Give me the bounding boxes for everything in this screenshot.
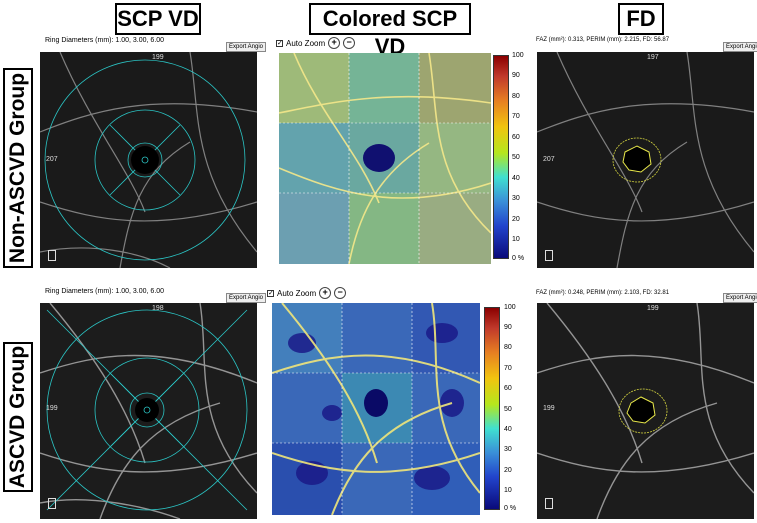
tick-label: 40 — [504, 426, 512, 433]
tick-label: 60 — [504, 385, 512, 392]
fd-image: 199 199 — [537, 303, 754, 519]
checkbox-icon[interactable]: ✓ — [267, 289, 274, 297]
scale-icon — [545, 498, 553, 509]
sector-top-value: 199 — [152, 54, 164, 61]
colored-scp-vd-image — [279, 53, 491, 264]
faz-stats-text: FAZ (mm²): 0.313, PERIM (mm): 2.215, FD:… — [536, 37, 670, 43]
auto-zoom-control: ✓ Auto Zoom + − — [276, 37, 356, 49]
sector-left-value: 199 — [46, 405, 58, 412]
tick-label: 50 — [512, 154, 520, 161]
colored-density-map — [279, 53, 491, 264]
tick-label: 20 — [504, 467, 512, 474]
colored-scp-vd-image — [272, 303, 480, 515]
sector-left-value: 199 — [543, 405, 555, 412]
auto-zoom-label: Auto Zoom — [286, 38, 326, 48]
scp-vd-image: 199 207 — [40, 52, 257, 268]
group-label-non-ascvd: Non-ASCVD Group — [3, 68, 33, 268]
tick-label: 0 % — [504, 505, 517, 512]
tick-label: 30 — [512, 195, 520, 202]
sector-top-value: 198 — [152, 305, 164, 312]
tick-label: 80 — [512, 93, 520, 100]
auto-zoom-label: Auto Zoom — [277, 288, 317, 298]
fd-faz-overlay — [537, 303, 754, 519]
export-angio-button[interactable]: Export Angio — [723, 293, 757, 303]
checkbox-icon[interactable]: ✓ — [276, 39, 283, 47]
zoom-out-icon[interactable]: − — [334, 287, 347, 299]
tick-label: 0 % — [512, 255, 525, 262]
tick-label: 70 — [512, 113, 520, 120]
sector-top-value: 197 — [647, 54, 659, 61]
tick-label: 100 — [512, 52, 524, 59]
export-angio-button[interactable]: Export Angio — [723, 42, 757, 52]
tick-label: 70 — [504, 365, 512, 372]
tick-label: 60 — [512, 134, 520, 141]
fd-faz-overlay — [537, 52, 754, 268]
group-label-text: ASCVD Group — [6, 345, 29, 489]
tick-label: 10 — [512, 236, 520, 243]
group-label-text: Non-ASCVD Group — [6, 72, 29, 264]
tick-label: 100 — [504, 304, 516, 311]
sector-left-value: 207 — [46, 156, 58, 163]
density-colorbar — [484, 307, 500, 510]
tick-label: 40 — [512, 175, 520, 182]
sector-left-value: 207 — [543, 156, 555, 163]
header-scp-vd: SCP VD — [115, 3, 201, 35]
tick-label: 30 — [504, 446, 512, 453]
ring-diameters-text: Ring Diameters (mm): 1.00, 3.00, 6.00 — [45, 37, 165, 44]
angio-rings-overlay — [40, 303, 257, 519]
tick-label: 90 — [512, 72, 520, 79]
auto-zoom-control: ✓ Auto Zoom + − — [267, 287, 347, 299]
fd-image: 197 207 — [537, 52, 754, 268]
zoom-out-icon[interactable]: − — [343, 37, 356, 49]
scale-icon — [48, 498, 56, 509]
group-label-ascvd: ASCVD Group — [3, 342, 33, 492]
faz-stats-text: FAZ (mm²): 0.248, PERIM (mm): 2.103, FD:… — [536, 290, 670, 296]
scp-vd-image: 198 199 — [40, 303, 257, 519]
sector-top-value: 199 — [647, 305, 659, 312]
tick-label: 90 — [504, 324, 512, 331]
zoom-in-icon[interactable]: + — [328, 37, 341, 49]
tick-label: 20 — [512, 216, 520, 223]
tick-label: 50 — [504, 406, 512, 413]
density-colorbar — [493, 55, 509, 259]
header-colored-scp-vd: Colored SCP VD — [309, 3, 471, 59]
angio-rings-overlay — [40, 52, 257, 268]
export-angio-button[interactable]: Export Angio — [226, 42, 267, 52]
ring-diameters-text: Ring Diameters (mm): 1.00, 3.00, 6.00 — [45, 288, 165, 295]
export-angio-button[interactable]: Export Angio — [226, 293, 267, 303]
zoom-in-icon[interactable]: + — [319, 287, 332, 299]
colored-density-map — [272, 303, 480, 515]
scale-icon — [545, 250, 553, 261]
tick-label: 80 — [504, 344, 512, 351]
header-fd: FD — [618, 3, 664, 35]
scale-icon — [48, 250, 56, 261]
tick-label: 10 — [504, 487, 512, 494]
